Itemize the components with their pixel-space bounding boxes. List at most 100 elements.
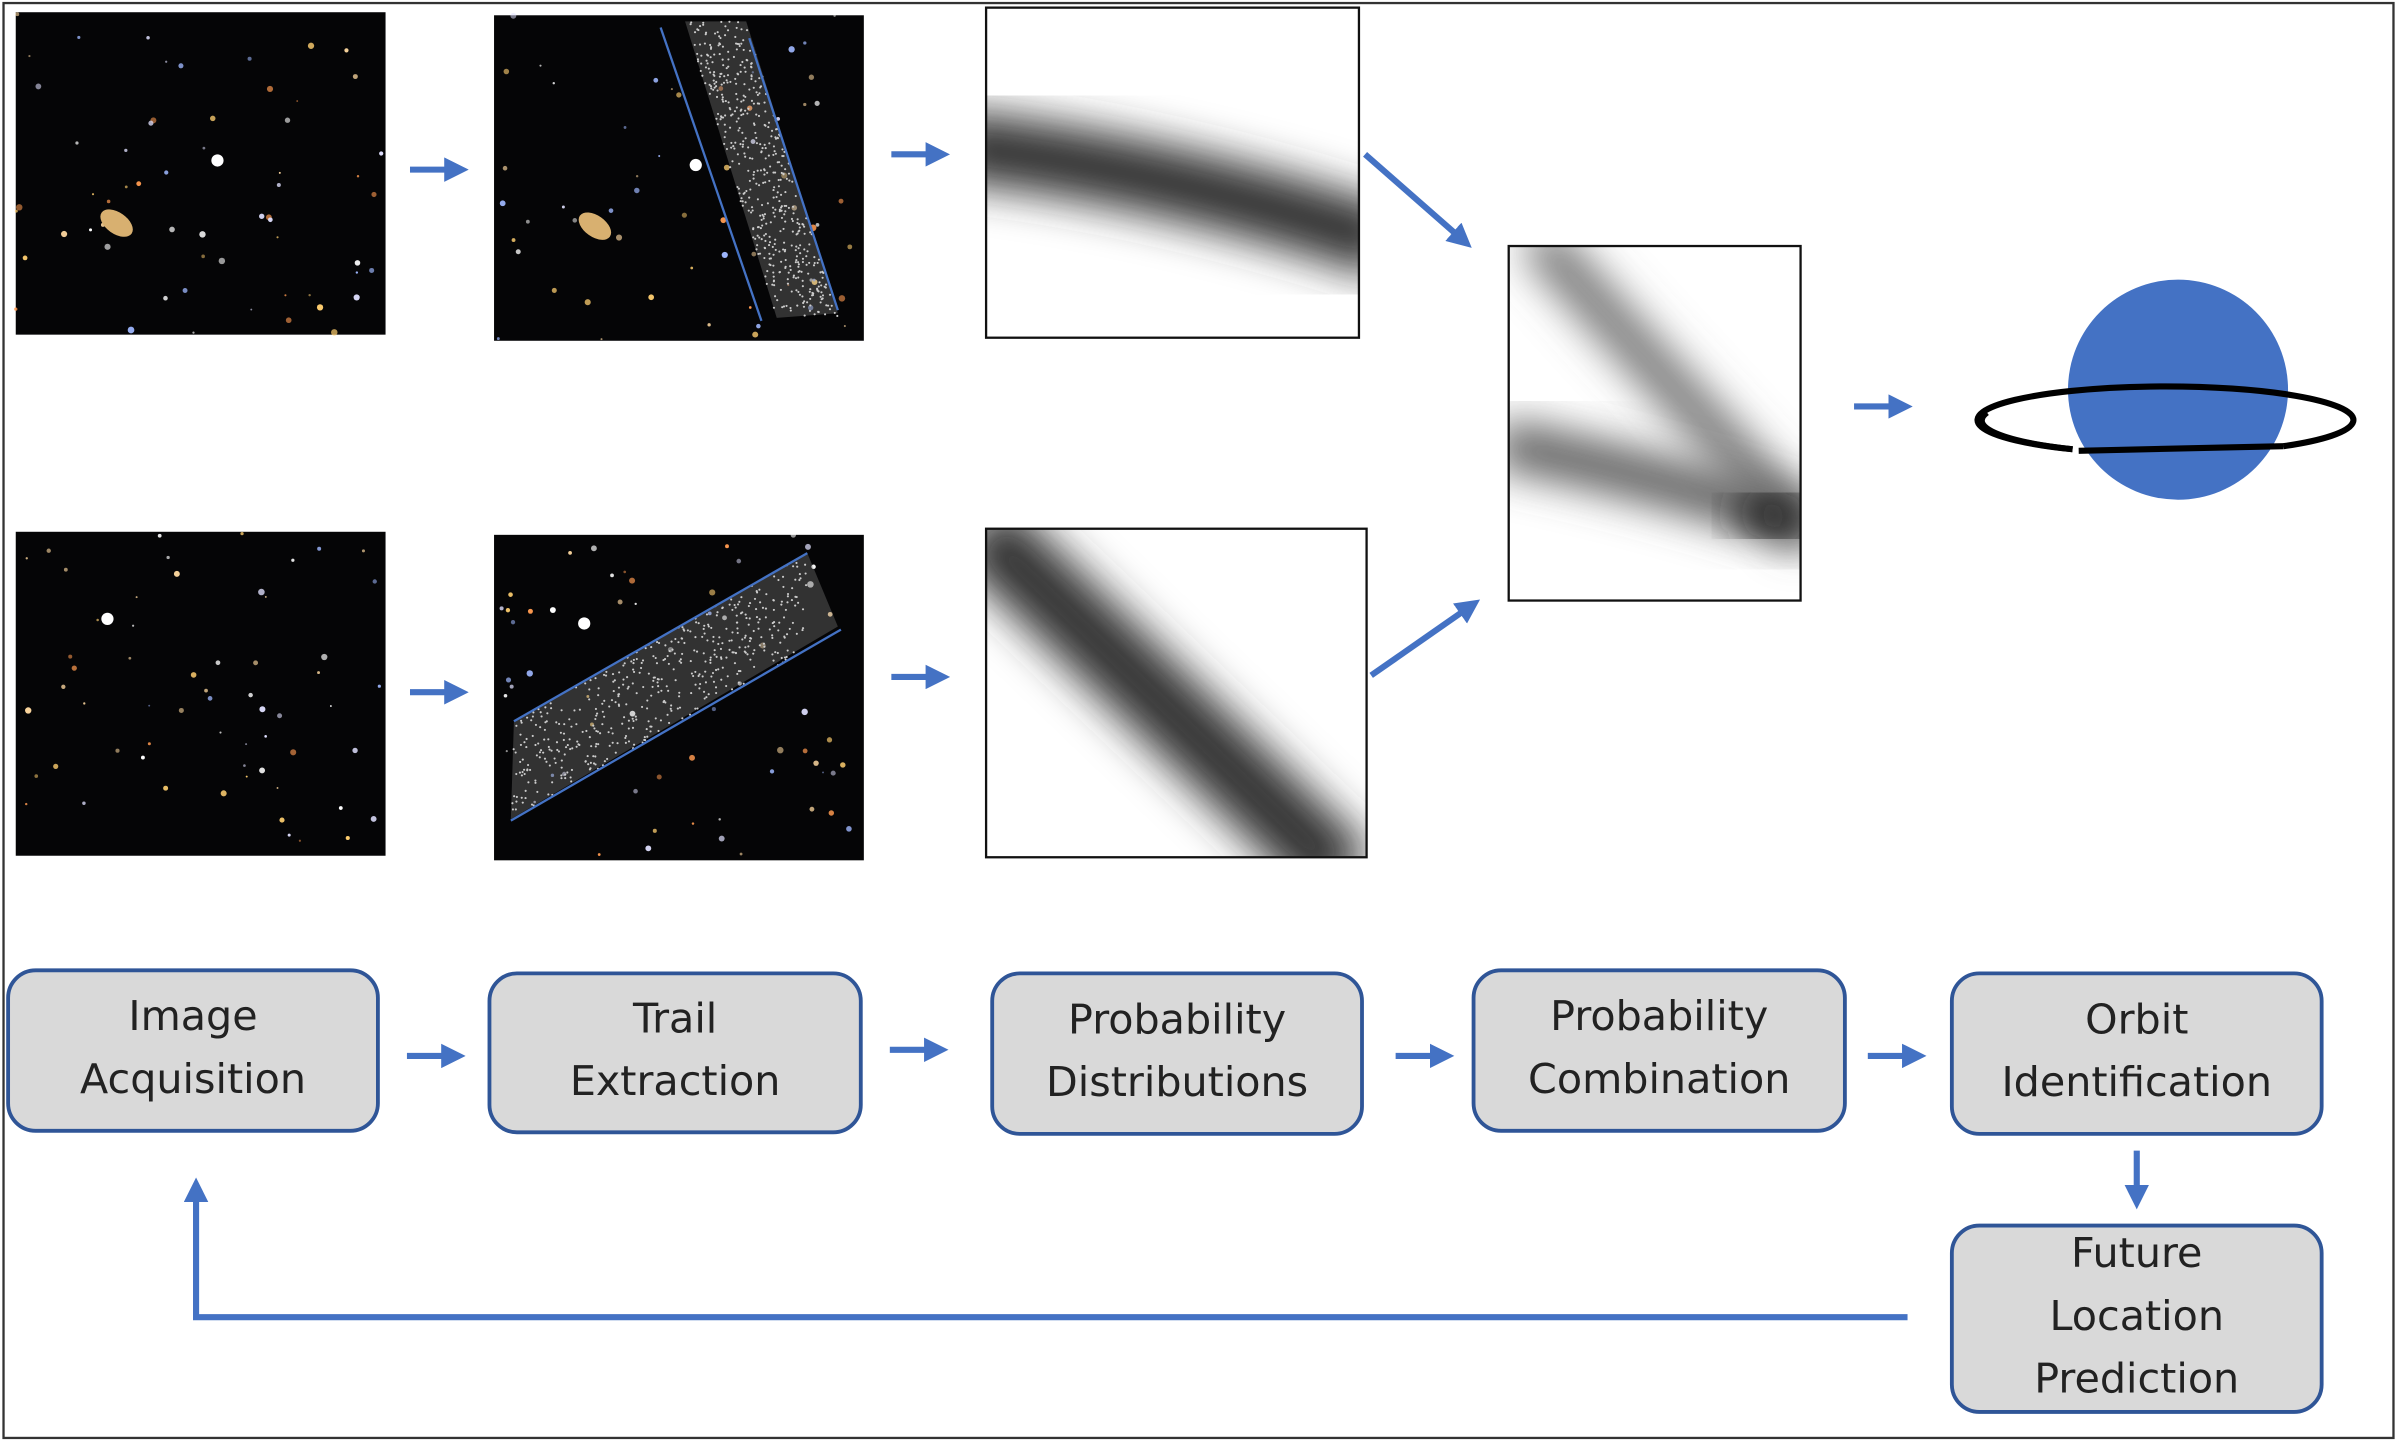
trail-dot — [771, 636, 774, 640]
trail-dot — [772, 306, 776, 309]
process-box — [487, 971, 863, 1135]
trail-dot — [727, 50, 730, 53]
star — [552, 82, 555, 85]
trail-dot — [780, 209, 783, 212]
trail-dot — [664, 701, 667, 704]
star — [503, 693, 508, 698]
trail-dot — [730, 146, 733, 149]
trail-dot — [654, 656, 657, 660]
star — [127, 326, 135, 334]
trail-dot — [753, 665, 756, 668]
trail-dot — [627, 685, 630, 688]
trail-dot — [532, 711, 535, 714]
trail-dot — [812, 264, 816, 267]
star — [645, 845, 652, 852]
trail-dot — [784, 168, 787, 171]
star — [822, 771, 824, 774]
star — [533, 800, 536, 804]
trail-dot — [534, 743, 537, 747]
trail-dot — [707, 623, 710, 626]
trail-dot — [755, 616, 759, 619]
trail-dot — [801, 295, 804, 298]
trail-dot — [719, 118, 722, 121]
trail-dot — [651, 685, 654, 688]
trail-dot — [617, 704, 621, 707]
star — [279, 817, 285, 823]
trail-dot — [547, 745, 550, 749]
trail-dot — [538, 751, 542, 754]
trail-dot — [752, 652, 755, 655]
trail-dot — [756, 591, 759, 594]
star — [561, 205, 565, 209]
star — [245, 743, 248, 746]
trail-dot — [747, 623, 750, 626]
trail-dot — [738, 44, 741, 48]
trail-dot — [699, 682, 702, 686]
trail-dot — [702, 627, 705, 631]
trail-dot — [588, 688, 591, 691]
trail-dot — [748, 179, 751, 182]
trail-dot — [791, 621, 794, 624]
trail-dot — [713, 53, 716, 56]
trail-dot — [766, 270, 769, 273]
star — [750, 139, 756, 144]
trail-dot — [745, 58, 748, 62]
trail-dot — [801, 257, 805, 260]
trail-dot — [551, 781, 554, 784]
trail-dot — [689, 660, 692, 663]
trail-dot — [772, 211, 775, 214]
trail-dot — [714, 668, 718, 672]
trail-dot — [798, 572, 801, 576]
trail-dot — [721, 58, 724, 61]
star — [652, 828, 657, 833]
star — [25, 707, 32, 714]
trail-dot — [710, 46, 713, 49]
trail-dot — [786, 595, 789, 598]
star — [316, 304, 324, 311]
star — [147, 742, 151, 746]
trail-dot — [751, 157, 754, 160]
trail-dot — [720, 83, 723, 86]
trail-dot — [734, 141, 737, 144]
trail-dot — [715, 691, 718, 695]
trail-dot — [798, 578, 801, 582]
trail-dot — [623, 662, 626, 665]
trail-dot — [694, 683, 697, 686]
trail-dot — [794, 261, 797, 264]
trail-dot — [521, 801, 524, 804]
star — [190, 672, 197, 678]
process-label: Extraction — [570, 1057, 781, 1105]
star — [847, 244, 853, 250]
process-label: Combination — [1528, 1055, 1790, 1103]
trail-dot — [790, 290, 793, 293]
star — [46, 548, 51, 553]
trail-dot — [759, 214, 762, 217]
star — [308, 293, 311, 297]
trail-dot — [789, 265, 792, 268]
trail-dot — [772, 659, 775, 662]
trail-dot — [781, 148, 784, 151]
trail-dot — [737, 187, 740, 190]
trail-dot — [803, 248, 806, 251]
star — [352, 747, 358, 754]
trail-dot — [734, 77, 737, 80]
trail-dot — [681, 652, 684, 655]
trail-dot — [780, 656, 783, 660]
trail-dot — [768, 235, 771, 238]
trail-dot — [705, 613, 709, 616]
trail-dot — [587, 763, 590, 766]
trail-dot — [767, 244, 771, 247]
star — [148, 120, 154, 126]
trail-dot — [756, 198, 759, 201]
trail-dot — [715, 655, 718, 658]
trail-dot — [725, 656, 728, 659]
trail-dot — [759, 169, 763, 172]
star — [658, 155, 661, 158]
trail-dot — [742, 192, 745, 195]
trail-dot — [764, 147, 767, 150]
star — [264, 735, 267, 738]
galaxy — [100, 209, 133, 237]
trail-dot — [559, 731, 562, 734]
trail-dot — [828, 308, 832, 311]
arrow — [1369, 599, 1481, 678]
